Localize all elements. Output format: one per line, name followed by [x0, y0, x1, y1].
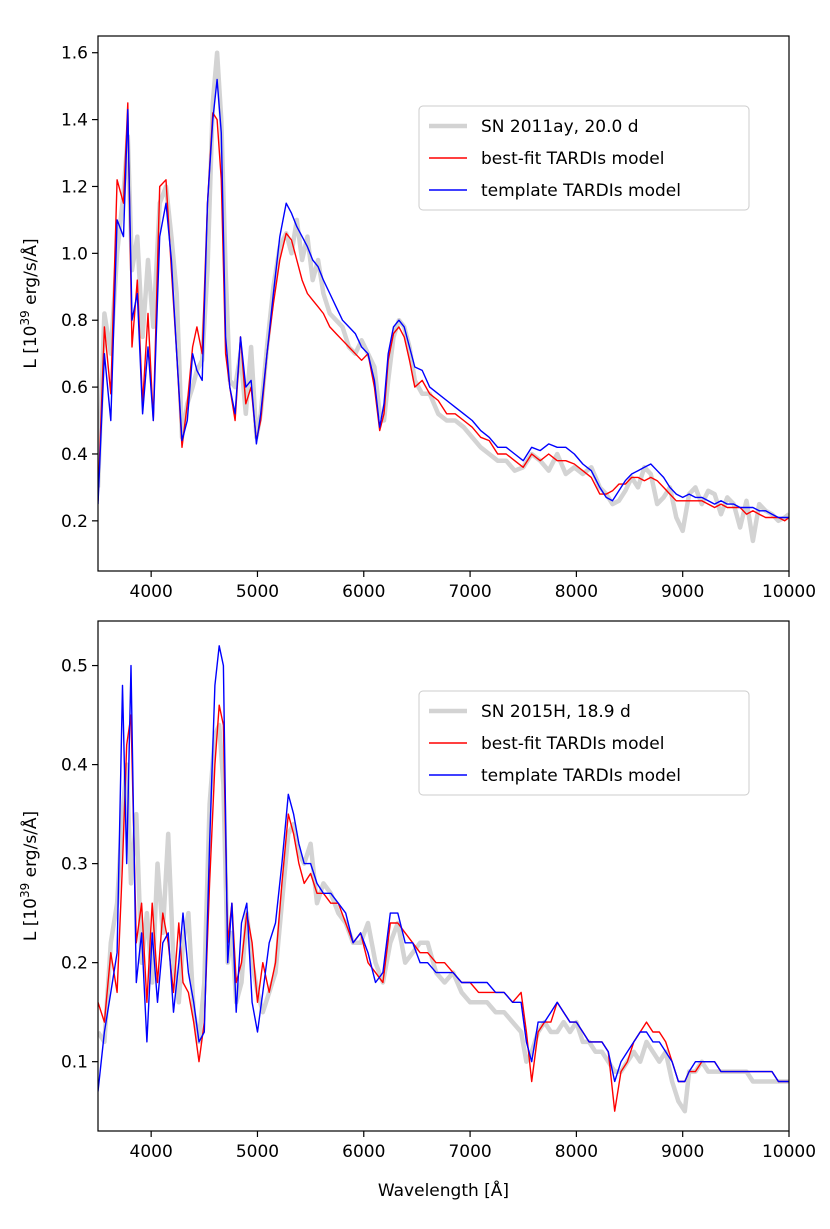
- x-tick-label: 5000: [236, 582, 279, 602]
- x-tick-label: 6000: [342, 582, 385, 602]
- x-tick-label: 7000: [448, 1142, 491, 1162]
- axes-frame: [97, 35, 790, 572]
- legend: [418, 105, 750, 211]
- axes-frame: [97, 620, 790, 1132]
- plot-area: [98, 645, 789, 1114]
- y-tick-label: 1.6: [61, 44, 88, 64]
- series-line-2: [98, 78, 789, 519]
- x-tick-label: 6000: [342, 1142, 385, 1162]
- y-tick-label: 0.5: [61, 657, 88, 677]
- y-tick-label: 0.1: [61, 1053, 88, 1073]
- x-tick-label: 9000: [661, 1142, 704, 1162]
- bottom-panel: 4000 5000 6000 7000 8000 9000 10000 0.1 0.2 0.3 0.…: [18, 620, 816, 1201]
- y-tick-label: 0.4: [61, 756, 88, 776]
- legend-label: template TARDIs model: [481, 766, 681, 786]
- y-tick-label: 0.3: [61, 855, 88, 875]
- y-tick-label: 0.2: [61, 512, 88, 532]
- y-tick-label: 0.8: [61, 311, 88, 331]
- x-tick-label: 9000: [661, 582, 704, 602]
- x-tick-label: 10000: [762, 1142, 816, 1162]
- y-tick-label: 1.0: [61, 244, 88, 264]
- x-tick-label: 10000: [762, 582, 816, 602]
- plot-area: [98, 50, 789, 544]
- series-line-2: [98, 645, 789, 1092]
- y-tick-label: 0.2: [61, 954, 88, 974]
- y-tick-label: 1.4: [61, 111, 88, 131]
- x-tick-label: 4000: [130, 582, 173, 602]
- x-tick-label: 8000: [555, 1142, 598, 1162]
- legend-label: best-fit TARDIs model: [481, 149, 665, 169]
- legend-label: SN 2011ay, 20.0 d: [481, 117, 639, 137]
- y-axis-label: L [1039 erg/s/Å]: [18, 811, 41, 941]
- y-axis-label: L [1039 erg/s/Å]: [18, 238, 41, 368]
- legend-label: template TARDIs model: [481, 181, 681, 201]
- x-tick-label: 8000: [555, 582, 598, 602]
- y-tick-label: 0.4: [61, 445, 88, 465]
- x-tick-label: 4000: [130, 1142, 173, 1162]
- x-axis-label: Wavelength [Å]: [378, 1179, 509, 1201]
- legend: [418, 690, 750, 796]
- legend-label: SN 2015H, 18.9 d: [481, 702, 631, 722]
- legend-label: best-fit TARDIs model: [481, 734, 665, 754]
- y-tick-label: 1.2: [61, 177, 88, 197]
- series-line-0: [98, 722, 789, 1114]
- series-line-1: [98, 102, 789, 522]
- x-tick-label: 7000: [448, 582, 491, 602]
- top-panel: 4000 5000 6000 7000 8000 9000 10000 0.2 0.4 0.6 0.…: [18, 35, 816, 602]
- x-tick-label: 5000: [236, 1142, 279, 1162]
- y-tick-label: 0.6: [61, 378, 88, 398]
